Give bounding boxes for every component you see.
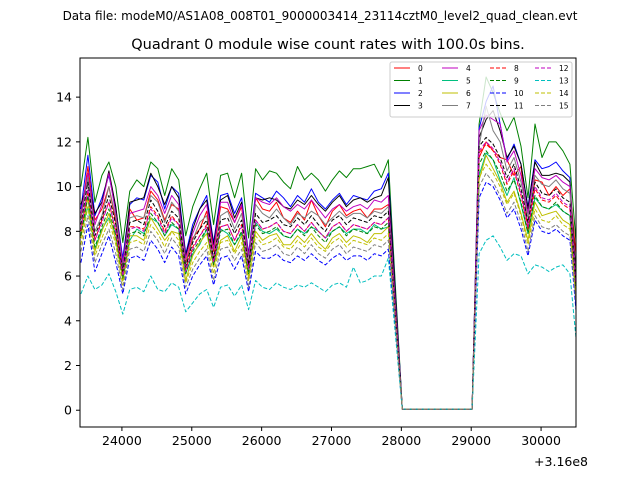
y-tick-label: 6 <box>64 269 72 284</box>
y-axis: 0 2 4 6 8 10 12 14 <box>56 90 80 418</box>
x-tick-label: 24000 <box>102 433 142 448</box>
x-offset-label: +3.16e8 <box>534 454 588 469</box>
legend-label-5: 5 <box>466 77 471 86</box>
y-tick-label: 14 <box>56 90 72 105</box>
legend-label-2: 2 <box>418 89 423 98</box>
series-line-4 <box>80 114 576 410</box>
x-tick-label: 30000 <box>521 433 561 448</box>
series-line-0 <box>80 141 576 410</box>
series-line-11 <box>80 136 576 410</box>
chart-title: Quadrant 0 module wise count rates with … <box>131 37 525 53</box>
data-file-suptitle: Data file: modeM0/AS1A08_008T01_90000034… <box>63 9 578 23</box>
legend-label-9: 9 <box>514 77 519 86</box>
y-tick-label: 2 <box>64 358 72 373</box>
series-line-8 <box>80 143 576 410</box>
legend-label-7: 7 <box>466 102 471 111</box>
x-tick-label: 28000 <box>381 433 421 448</box>
axes-frame <box>79 57 577 428</box>
legend-label-14: 14 <box>559 89 569 98</box>
series-line-3 <box>80 110 576 410</box>
series-line-7 <box>80 105 576 410</box>
series-line-9 <box>80 150 576 410</box>
series-line-5 <box>80 152 576 410</box>
y-tick-label: 0 <box>64 403 72 418</box>
x-tick-label: 26000 <box>242 433 282 448</box>
x-tick-label: 27000 <box>312 433 352 448</box>
series-line-15 <box>80 172 576 410</box>
legend-label-4: 4 <box>466 64 471 73</box>
series-line-12 <box>80 141 576 410</box>
y-tick-label: 12 <box>56 134 72 149</box>
x-tick-label: 25000 <box>172 433 212 448</box>
y-tick-label: 10 <box>56 179 72 194</box>
legend-label-15: 15 <box>559 102 569 111</box>
legend-box <box>389 61 573 118</box>
series-line-6 <box>80 154 576 410</box>
legend-label-8: 8 <box>514 64 519 73</box>
legend-label-12: 12 <box>559 64 569 73</box>
series-line-14 <box>80 163 576 410</box>
series-line-10 <box>80 181 576 410</box>
legend-label-1: 1 <box>418 77 423 86</box>
y-tick-label: 8 <box>64 224 72 239</box>
legend-label-3: 3 <box>418 102 423 111</box>
series-layer <box>80 76 576 410</box>
series-line-13 <box>80 235 576 410</box>
x-tick-label: 29000 <box>451 433 491 448</box>
y-tick-label: 4 <box>64 313 72 328</box>
legend-label-13: 13 <box>559 77 569 86</box>
legend-label-0: 0 <box>418 64 423 73</box>
legend-label-10: 10 <box>514 89 524 98</box>
legend-label-11: 11 <box>514 102 524 111</box>
x-axis: 24000 25000 26000 27000 28000 29000 30000 <box>102 427 561 448</box>
legend-label-6: 6 <box>466 89 471 98</box>
